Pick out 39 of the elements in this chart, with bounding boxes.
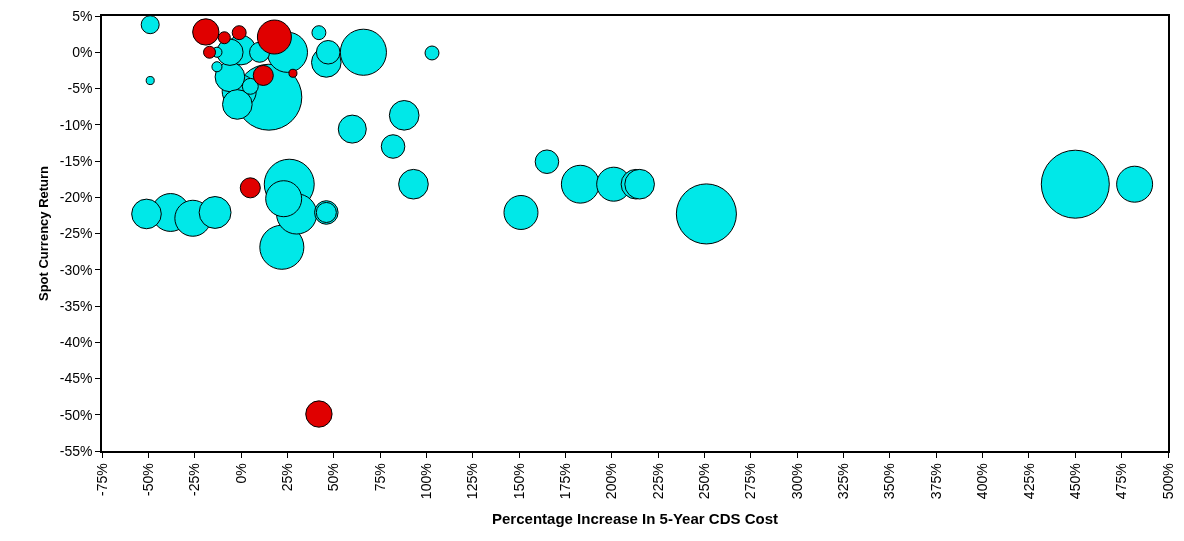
- y-tick-label: 0%: [72, 44, 93, 61]
- x-axis-title: Percentage Increase In 5-Year CDS Cost: [492, 509, 778, 527]
- y-tick-label: -50%: [59, 406, 93, 423]
- x-tick-label: 325%: [835, 463, 852, 500]
- y-tick-label: -55%: [59, 442, 93, 459]
- x-tick-label: -75%: [93, 463, 110, 497]
- x-tick-label: 125%: [464, 463, 481, 500]
- x-tick-label: 150%: [510, 463, 527, 500]
- y-tick-label: -35%: [59, 297, 93, 314]
- y-tick-label: -20%: [59, 189, 93, 206]
- y-tick-label: -10%: [59, 116, 93, 133]
- x-tick-label: 275%: [742, 463, 759, 500]
- x-tick-label: 250%: [696, 463, 713, 500]
- x-tick-label: 225%: [649, 463, 666, 500]
- y-tick-label: 5%: [72, 7, 93, 24]
- x-tick-label: -25%: [186, 463, 203, 497]
- x-tick-label: 300%: [788, 463, 805, 500]
- y-axis-title: Spot Currency Return: [36, 165, 52, 302]
- x-tick-label: 25%: [278, 463, 295, 492]
- y-tick-label: -5%: [67, 80, 93, 97]
- x-tick-label: 75%: [371, 463, 388, 492]
- x-tick-label: 425%: [1020, 463, 1037, 500]
- x-tick-label: 50%: [325, 463, 342, 492]
- x-tick-label: 475%: [1113, 463, 1130, 500]
- x-tick-label: 450%: [1066, 463, 1083, 500]
- y-tick-label: -25%: [59, 225, 93, 242]
- x-tick-label: 100%: [417, 463, 434, 500]
- x-tick-label: 175%: [557, 463, 574, 500]
- y-tick-label: -30%: [59, 261, 93, 278]
- x-tick-label: 400%: [974, 463, 991, 500]
- x-tick-label: -50%: [139, 463, 156, 497]
- y-tick-label: -45%: [59, 370, 93, 387]
- x-tick-label: 0%: [232, 463, 249, 484]
- y-tick-label: -40%: [59, 334, 93, 351]
- y-tick-label: -15%: [59, 152, 93, 169]
- x-tick-label: 350%: [881, 463, 898, 500]
- x-tick-label: 500%: [1159, 463, 1176, 500]
- x-tick-label: 200%: [603, 463, 620, 500]
- x-tick-label: 375%: [927, 463, 944, 500]
